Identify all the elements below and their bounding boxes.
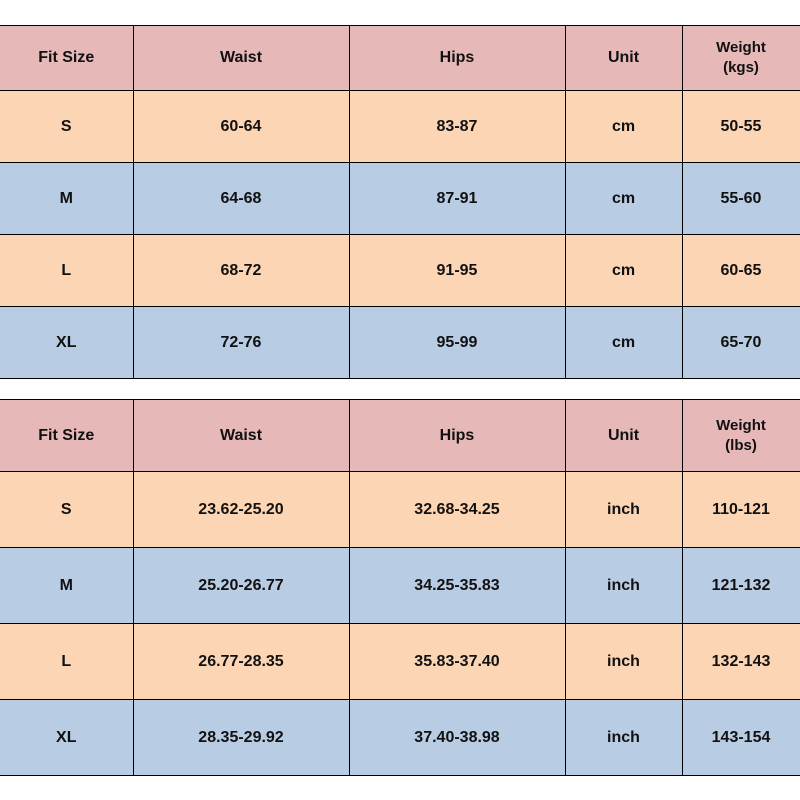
cell-weight: 60-65 (681, 234, 800, 307)
cell-waist: 64-68 (132, 162, 350, 235)
table-row: S 60-64 83-87 cm 50-55 (0, 90, 800, 163)
header-weight-label: Weight (716, 39, 766, 56)
cell-waist: 72-76 (132, 306, 350, 379)
header-row: Fit Size Waist Hips Unit Weight (kgs) (0, 25, 800, 91)
header-unit: Unit (564, 399, 683, 472)
cell-fit-size: S (0, 471, 134, 548)
header-weight: Weight (lbs) (681, 399, 800, 472)
cell-waist: 60-64 (132, 90, 350, 163)
cell-weight: 55-60 (681, 162, 800, 235)
cell-unit: inch (564, 471, 683, 548)
header-waist: Waist (132, 25, 350, 91)
header-hips: Hips (348, 399, 566, 472)
cell-waist: 68-72 (132, 234, 350, 307)
header-unit: Unit (564, 25, 683, 91)
cell-unit: inch (564, 699, 683, 776)
table-row: L 68-72 91-95 cm 60-65 (0, 234, 800, 307)
cell-hips: 87-91 (348, 162, 566, 235)
table-row: M 64-68 87-91 cm 55-60 (0, 162, 800, 235)
cell-fit-size: L (0, 234, 134, 307)
table-row: L 26.77-28.35 35.83-37.40 inch 132-143 (0, 623, 800, 700)
header-hips: Hips (348, 25, 566, 91)
header-waist: Waist (132, 399, 350, 472)
cell-weight: 65-70 (681, 306, 800, 379)
imperial-size-table: Fit Size Waist Hips Unit Weight (lbs) S 23.62-2… (0, 399, 800, 776)
cell-hips: 34.25-35.83 (348, 547, 566, 624)
table-row: XL 72-76 95-99 cm 65-70 (0, 306, 800, 379)
cell-hips: 37.40-38.98 (348, 699, 566, 776)
header-weight: Weight (kgs) (681, 25, 800, 91)
cell-fit-size: M (0, 547, 134, 624)
cell-fit-size: M (0, 162, 134, 235)
header-weight-unit: (lbs) (725, 436, 757, 454)
table-row: XL 28.35-29.92 37.40-38.98 inch 143-154 (0, 699, 800, 776)
cell-waist: 26.77-28.35 (132, 623, 350, 700)
cell-weight: 132-143 (681, 623, 800, 700)
cell-unit: cm (564, 90, 683, 163)
cell-hips: 91-95 (348, 234, 566, 307)
cell-waist: 28.35-29.92 (132, 699, 350, 776)
cell-weight: 143-154 (681, 699, 800, 776)
cell-unit: cm (564, 306, 683, 379)
cell-unit: inch (564, 623, 683, 700)
cell-weight: 110-121 (681, 471, 800, 548)
cell-hips: 95-99 (348, 306, 566, 379)
cell-unit: cm (564, 234, 683, 307)
cell-hips: 35.83-37.40 (348, 623, 566, 700)
cell-waist: 25.20-26.77 (132, 547, 350, 624)
cell-fit-size: L (0, 623, 134, 700)
cell-fit-size: S (0, 90, 134, 163)
cell-fit-size: XL (0, 306, 134, 379)
cell-unit: inch (564, 547, 683, 624)
metric-size-table: Fit Size Waist Hips Unit Weight (kgs) S 60-64 83… (0, 25, 800, 379)
header-fit-size: Fit Size (0, 399, 134, 472)
cell-unit: cm (564, 162, 683, 235)
cell-fit-size: XL (0, 699, 134, 776)
header-row: Fit Size Waist Hips Unit Weight (lbs) (0, 399, 800, 472)
table-row: M 25.20-26.77 34.25-35.83 inch 121-132 (0, 547, 800, 624)
cell-weight: 121-132 (681, 547, 800, 624)
header-fit-size: Fit Size (0, 25, 134, 91)
cell-weight: 50-55 (681, 90, 800, 163)
cell-hips: 32.68-34.25 (348, 471, 566, 548)
cell-waist: 23.62-25.20 (132, 471, 350, 548)
cell-hips: 83-87 (348, 90, 566, 163)
header-weight-label: Weight (716, 416, 766, 434)
table-row: S 23.62-25.20 32.68-34.25 inch 110-121 (0, 471, 800, 548)
header-weight-unit: (kgs) (723, 59, 759, 76)
